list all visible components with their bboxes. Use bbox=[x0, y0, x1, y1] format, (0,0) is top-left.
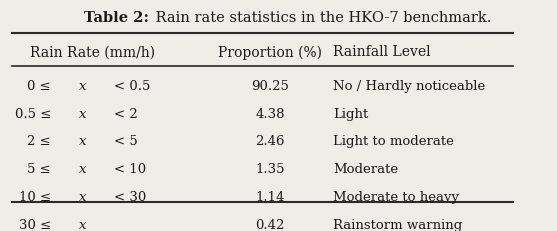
Text: 0.42: 0.42 bbox=[256, 218, 285, 231]
Text: < 30: < 30 bbox=[114, 190, 146, 203]
Text: 4.38: 4.38 bbox=[256, 107, 285, 120]
Text: x: x bbox=[79, 79, 86, 92]
Text: 10 ≤: 10 ≤ bbox=[19, 190, 51, 203]
Text: 0 ≤: 0 ≤ bbox=[27, 79, 51, 92]
Text: x: x bbox=[79, 190, 86, 203]
Text: 2 ≤: 2 ≤ bbox=[27, 135, 51, 148]
Text: < 0.5: < 0.5 bbox=[114, 79, 150, 92]
Text: 0.5 ≤: 0.5 ≤ bbox=[14, 107, 51, 120]
Text: < 10: < 10 bbox=[114, 163, 146, 176]
Text: x: x bbox=[79, 107, 86, 120]
Text: Rain Rate (mm/h): Rain Rate (mm/h) bbox=[30, 45, 155, 59]
Text: Rainfall Level: Rainfall Level bbox=[333, 45, 431, 59]
Text: x: x bbox=[79, 163, 86, 176]
Text: 5 ≤: 5 ≤ bbox=[27, 163, 51, 176]
Text: Light to moderate: Light to moderate bbox=[333, 135, 454, 148]
Text: No / Hardly noticeable: No / Hardly noticeable bbox=[333, 79, 485, 92]
Text: 1.14: 1.14 bbox=[256, 190, 285, 203]
Text: < 2: < 2 bbox=[114, 107, 138, 120]
Text: 1.35: 1.35 bbox=[256, 163, 285, 176]
Text: Proportion (%): Proportion (%) bbox=[218, 45, 323, 59]
Text: Rain rate statistics in the HKO-7 benchmark.: Rain rate statistics in the HKO-7 benchm… bbox=[151, 11, 491, 25]
Text: x: x bbox=[79, 218, 86, 231]
Text: Rainstorm warning: Rainstorm warning bbox=[333, 218, 462, 231]
Text: Table 2:: Table 2: bbox=[84, 11, 149, 25]
Text: < 5: < 5 bbox=[114, 135, 138, 148]
Text: 30 ≤: 30 ≤ bbox=[19, 218, 51, 231]
Text: x: x bbox=[79, 135, 86, 148]
Text: Moderate to heavy: Moderate to heavy bbox=[333, 190, 459, 203]
Text: 90.25: 90.25 bbox=[251, 79, 289, 92]
Text: 2.46: 2.46 bbox=[256, 135, 285, 148]
Text: Moderate: Moderate bbox=[333, 163, 398, 176]
Text: Light: Light bbox=[333, 107, 368, 120]
